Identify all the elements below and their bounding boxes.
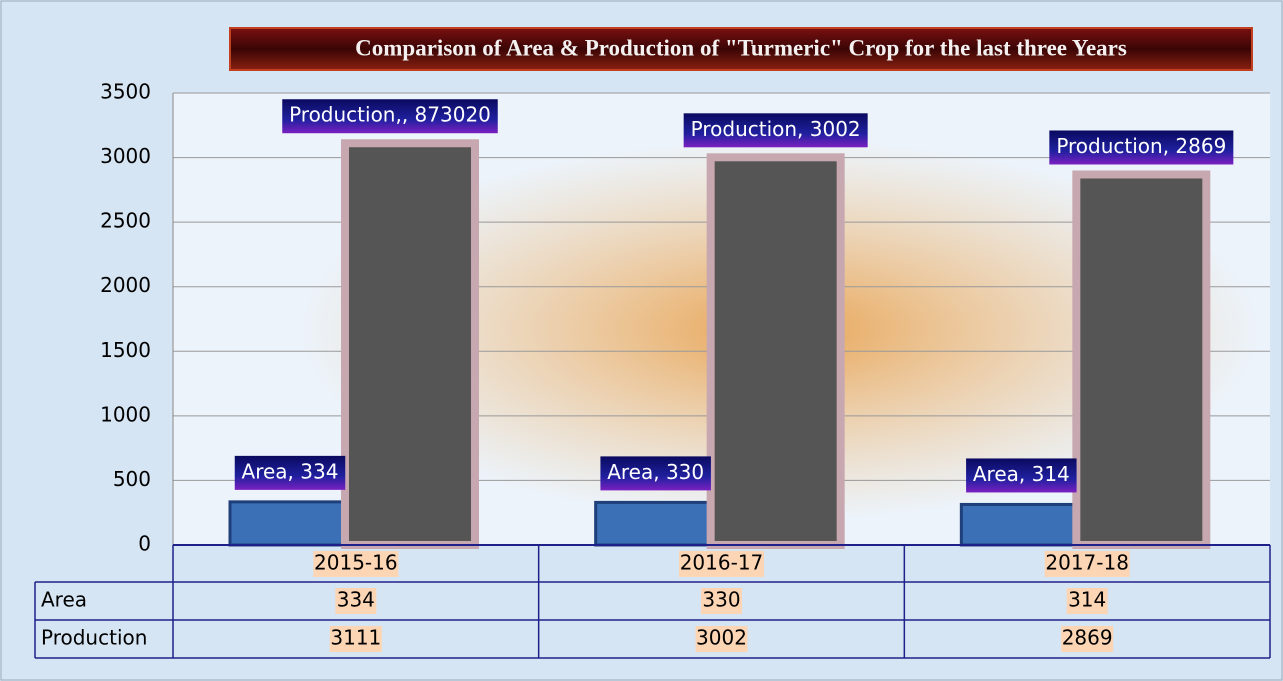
y-tick-label: 0 bbox=[138, 532, 151, 556]
table-cell: 3002 bbox=[696, 626, 747, 650]
data-label: Production, 3002 bbox=[691, 117, 861, 141]
chart-title: Comparison of Area & Production of "Turm… bbox=[355, 35, 1127, 60]
table-cell: 334 bbox=[337, 588, 375, 612]
y-tick-label: 2500 bbox=[100, 209, 151, 233]
table-cell: 2869 bbox=[1062, 626, 1113, 650]
bar bbox=[596, 502, 711, 545]
table-cell: 3111 bbox=[330, 626, 381, 650]
data-label: Area, 334 bbox=[242, 459, 339, 483]
y-tick-label: 3000 bbox=[100, 144, 151, 168]
table-cell: 2017-18 bbox=[1045, 551, 1129, 575]
y-tick-label: 2000 bbox=[100, 273, 151, 297]
table-cell: 314 bbox=[1068, 588, 1106, 612]
chart: Comparison of Area & Production of "Turm… bbox=[0, 0, 1283, 681]
data-label: Area, 314 bbox=[973, 462, 1070, 486]
y-tick-label: 500 bbox=[113, 467, 151, 491]
table-cell: 2015-16 bbox=[314, 551, 398, 575]
legend-label: Area bbox=[41, 588, 87, 612]
bar bbox=[961, 504, 1076, 545]
legend-label: Production bbox=[41, 626, 147, 650]
table-cell: 330 bbox=[702, 588, 740, 612]
data-label: Production,, 873020 bbox=[289, 103, 491, 127]
y-tick-label: 1000 bbox=[100, 402, 151, 426]
bar bbox=[230, 502, 345, 545]
data-label: Area, 330 bbox=[607, 460, 704, 484]
data-label: Production, 2869 bbox=[1056, 134, 1226, 158]
bar bbox=[1076, 174, 1206, 545]
table-cell: 2016-17 bbox=[680, 551, 764, 575]
y-tick-label: 1500 bbox=[100, 338, 151, 362]
bar bbox=[711, 157, 841, 545]
bar bbox=[345, 143, 475, 545]
y-tick-label: 3500 bbox=[100, 80, 151, 104]
